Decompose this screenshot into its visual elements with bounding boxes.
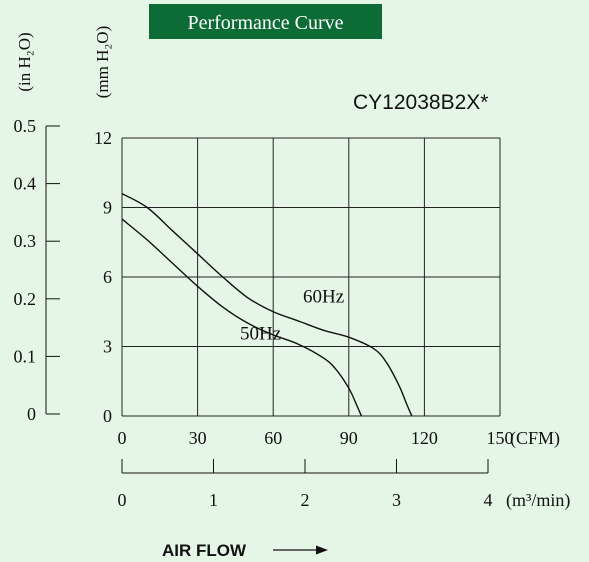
y-tick-label: 6 (103, 267, 112, 287)
y2-tick-labels: 0 0.1 0.2 0.3 0.4 0.5 (14, 116, 37, 424)
x-tick-label: 60 (264, 428, 282, 448)
x-tick-labels: 0 30 60 90 120 150 (118, 428, 514, 448)
series-labels: 60Hz 50Hz (240, 286, 344, 344)
x-axis-title: AIR FLOW (162, 541, 247, 560)
y2-tick-label: 0.3 (14, 231, 37, 251)
model-label: CY12038B2X* (353, 91, 488, 114)
arrow-right-icon (273, 545, 328, 555)
x-tick-label: 0 (118, 428, 127, 448)
x2-tick-label: 4 (484, 490, 493, 510)
x-tick-label: 90 (340, 428, 358, 448)
y2-tick-label: 0.2 (14, 289, 37, 309)
y-tick-label: 9 (103, 198, 112, 218)
y-tick-labels: 0 3 6 9 12 (94, 128, 112, 426)
title-box (149, 4, 382, 39)
x2-tick-label: 1 (209, 490, 218, 510)
grid (121, 137, 501, 417)
y2-tick-label: 0.5 (14, 116, 37, 136)
series-label-60hz: 60Hz (303, 286, 344, 307)
y2-tick-label: 0.4 (14, 174, 37, 194)
y2-tick-label: 0.1 (14, 346, 37, 366)
x-tick-label: 150 (487, 428, 514, 448)
curve-50hz (121, 218, 363, 417)
series-label-50hz: 50Hz (240, 324, 281, 345)
y2-tick-label: 0 (27, 404, 36, 424)
x-unit-secondary-label: (m³/min) (506, 490, 570, 511)
x-tick-label: 30 (189, 428, 207, 448)
x2-tick-label: 0 (118, 490, 127, 510)
curves (121, 192, 413, 417)
x2-tick-label: 3 (392, 490, 401, 510)
y-tick-label: 12 (94, 128, 112, 148)
y-tick-label: 3 (103, 337, 112, 357)
x-tick-label: 120 (411, 428, 438, 448)
secondary-x-axis: 0 1 2 3 4 (118, 459, 493, 510)
x2-tick-label: 2 (301, 490, 310, 510)
y-unit-primary-label: (mm H₂O) (93, 26, 112, 99)
chart-title: Performance Curve (187, 12, 343, 34)
y-tick-label: 0 (103, 406, 112, 426)
y-unit-secondary-label: (in H₂O) (15, 32, 34, 91)
secondary-y-axis (45, 125, 60, 415)
x-unit-primary-label: (CFM) (510, 428, 560, 449)
curve-60hz (121, 192, 413, 417)
